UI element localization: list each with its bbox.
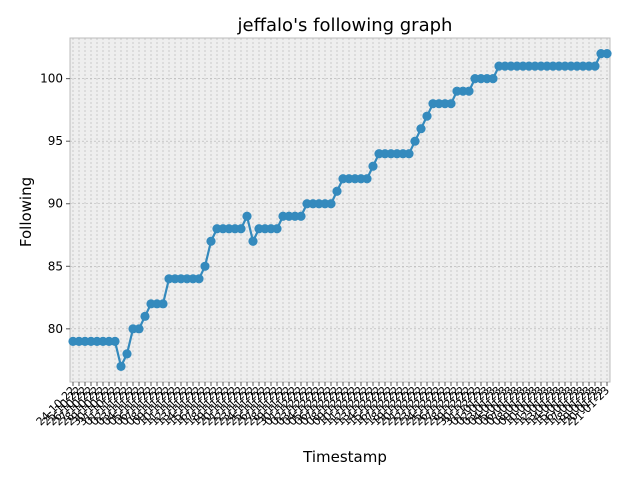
data-point xyxy=(110,336,120,346)
data-point xyxy=(368,161,378,171)
y-tick-label: 95 xyxy=(48,134,63,148)
data-point xyxy=(200,261,210,271)
data-point xyxy=(140,311,150,321)
data-point xyxy=(122,349,132,359)
data-point xyxy=(446,99,456,109)
data-point xyxy=(116,361,126,371)
data-point xyxy=(296,211,306,221)
x-axis-label: Timestamp xyxy=(302,448,387,466)
data-point xyxy=(416,124,426,134)
data-point xyxy=(422,111,432,121)
data-point xyxy=(236,224,246,234)
y-tick-label: 100 xyxy=(40,72,63,86)
plot-area xyxy=(69,37,611,383)
data-point xyxy=(134,324,144,334)
data-point xyxy=(248,236,258,246)
data-point xyxy=(404,149,414,159)
grid-lines xyxy=(70,38,610,382)
y-tick-label: 80 xyxy=(48,322,63,336)
y-axis-label: Following xyxy=(17,177,35,247)
data-point xyxy=(272,224,282,234)
data-point xyxy=(242,211,252,221)
data-point xyxy=(206,236,216,246)
y-tick-label: 85 xyxy=(48,259,63,273)
y-tick-label: 90 xyxy=(48,197,63,211)
series-layer xyxy=(68,49,612,371)
x-axis-ticks: 24-10-2225-10-2226-10-2227-10-2228-10-22… xyxy=(34,382,612,428)
chart-title: jeffalo's following graph xyxy=(237,15,453,36)
data-point xyxy=(332,186,342,196)
data-point xyxy=(488,74,498,84)
data-point xyxy=(158,299,168,309)
y-axis-ticks: 80 85 90 95 100 xyxy=(40,72,70,336)
data-point xyxy=(590,61,600,71)
data-point xyxy=(464,86,474,96)
data-point xyxy=(602,49,612,59)
data-point xyxy=(194,274,204,284)
data-point xyxy=(410,136,420,146)
data-point xyxy=(362,174,372,184)
data-point xyxy=(326,199,336,209)
